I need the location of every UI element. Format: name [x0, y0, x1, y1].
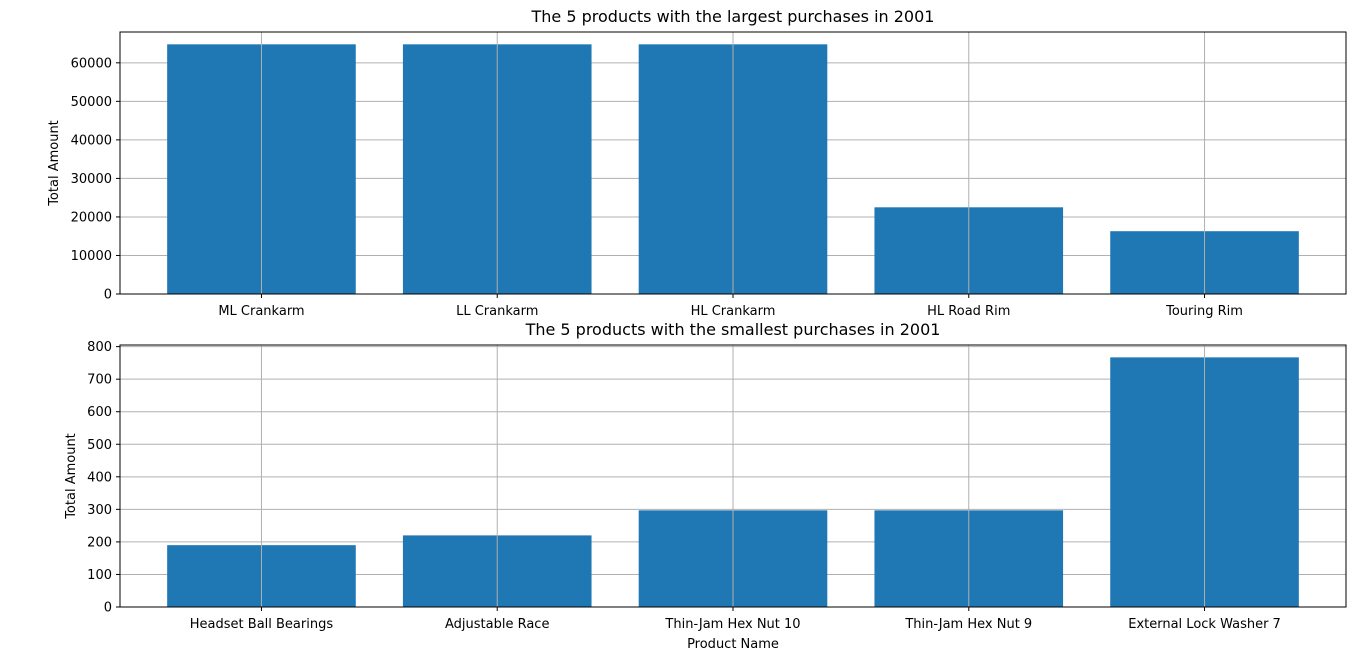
bottom-chart-y-tick-label: 200 — [87, 535, 112, 550]
bottom-chart-x-ticks: Headset Ball Bearings Adjustable Race Thin… — [190, 607, 1281, 632]
bottom-chart-y-axis-label: Total Amount — [64, 433, 79, 520]
top-chart-y-tick-label: 20000 — [71, 210, 112, 225]
bottom-chart-y-tick-label: 300 — [87, 503, 112, 518]
bottom-chart: The 5 products with the smallest purchas… — [64, 320, 1347, 652]
top-chart-x-tick-label: HL Crankarm — [691, 304, 776, 319]
bottom-chart-y-tick-label: 0 — [104, 601, 112, 616]
top-chart-y-tick-label: 40000 — [71, 133, 112, 148]
top-chart-y-tick-label: 60000 — [71, 56, 112, 71]
top-chart-x-tick-label: LL Crankarm — [456, 304, 538, 319]
bottom-chart-vertical-grid — [260, 345, 1206, 607]
bottom-chart-x-tick-label: Thin-Jam Hex Nut 9 — [904, 617, 1032, 632]
bottom-chart-y-tick-label: 400 — [87, 470, 112, 485]
bottom-chart-y-ticks: 0 100 200 300 400 500 600 700 800 — [87, 340, 120, 616]
bottom-chart-y-tick-label: 500 — [87, 438, 112, 453]
top-chart-y-tick-label: 10000 — [71, 249, 112, 264]
bottom-chart-x-tick-label: Thin-Jam Hex Nut 10 — [664, 617, 800, 632]
top-chart-x-tick-label: Touring Rim — [1165, 304, 1243, 319]
bottom-chart-x-tick-label: Adjustable Race — [445, 617, 549, 632]
top-chart: The 5 products with the largest purchase… — [47, 7, 1347, 319]
top-chart-x-ticks: ML Crankarm LL Crankarm HL Crankarm HL Road… — [218, 294, 1243, 319]
bottom-chart-y-tick-label: 800 — [87, 340, 112, 355]
top-chart-y-tick-label: 50000 — [71, 95, 112, 110]
top-chart-y-tick-label: 30000 — [71, 172, 112, 187]
top-chart-title: The 5 products with the largest purchase… — [531, 7, 935, 26]
top-chart-x-tick-label: ML Crankarm — [218, 304, 304, 319]
bottom-chart-y-tick-label: 600 — [87, 405, 112, 420]
top-chart-y-axis-label: Total Amount — [47, 120, 62, 207]
top-chart-y-tick-label: 0 — [104, 288, 112, 303]
bottom-chart-x-tick-label: External Lock Washer 7 — [1128, 617, 1281, 632]
bottom-chart-y-tick-label: 100 — [87, 568, 112, 583]
bottom-chart-y-tick-label: 700 — [87, 373, 112, 388]
bottom-chart-title: The 5 products with the smallest purchas… — [525, 320, 941, 339]
top-chart-x-tick-label: HL Road Rim — [927, 304, 1010, 319]
top-chart-y-ticks: 0 10000 20000 30000 40000 50000 60000 — [71, 56, 120, 303]
bottom-chart-x-tick-label: Headset Ball Bearings — [190, 617, 334, 632]
bottom-chart-x-axis-label: Product Name — [687, 637, 779, 652]
top-chart-vertical-grid — [260, 32, 1206, 294]
